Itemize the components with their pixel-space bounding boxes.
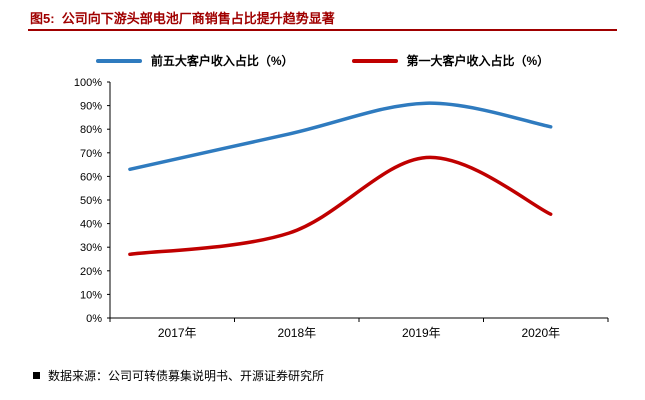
legend-item-top1-customer: 第一大客户收入占比（%） [351, 52, 550, 69]
legend-line-swatch-blue [95, 58, 142, 63]
chart-area: 100% 90% 80% 70% 60% 50% 40% 30% 20% 10% 0% 2017年 20… [52, 72, 632, 357]
series-line-top5 [128, 101, 553, 172]
line-chart: 100% 90% 80% 70% 60% 50% 40% 30% 20% 10% 0% 2017年 20… [74, 77, 609, 340]
source-text: 数据来源：公司可转债募集说明书、开源证券研究所 [48, 369, 325, 383]
chart-legend: 前五大客户收入占比（%） 第一大客户收入占比（%） [0, 52, 645, 69]
y-tick-label: 50% [80, 195, 102, 207]
legend-line-swatch-red [351, 58, 398, 63]
y-tick-label: 90% [80, 101, 102, 113]
legend-label-top1-customer: 第一大客户收入占比（%） [406, 54, 550, 68]
legend-item-top5-customers: 前五大客户收入占比（%） [95, 52, 294, 69]
y-tick-label: 100% [74, 77, 102, 89]
data-source: 数据来源：公司可转债募集说明书、开源证券研究所 [33, 367, 324, 384]
y-tick-label: 80% [80, 124, 102, 136]
y-tick-label: 20% [80, 266, 102, 278]
y-tick-label: 70% [80, 148, 102, 160]
title-divider [28, 29, 617, 31]
figure-header: 图5: 公司向下游头部电池厂商销售占比提升趋势显著 [30, 8, 335, 28]
x-tick-label: 2017年 [158, 326, 197, 340]
legend-label-top5-customers: 前五大客户收入占比（%） [150, 54, 294, 68]
y-tick-label: 0% [86, 313, 102, 325]
series-line-top1 [128, 155, 553, 257]
y-tick-label: 30% [80, 242, 102, 254]
y-tick-label: 10% [80, 289, 102, 301]
x-tick-label: 2018年 [277, 326, 316, 340]
x-tick-label: 2020年 [521, 326, 560, 340]
x-tick-label: 2019年 [402, 326, 441, 340]
y-tick-label: 40% [80, 219, 102, 231]
figure-title: 图5: 公司向下游头部电池厂商销售占比提升趋势显著 [30, 11, 335, 26]
source-bullet-icon [33, 372, 40, 379]
y-tick-label: 60% [80, 171, 102, 183]
